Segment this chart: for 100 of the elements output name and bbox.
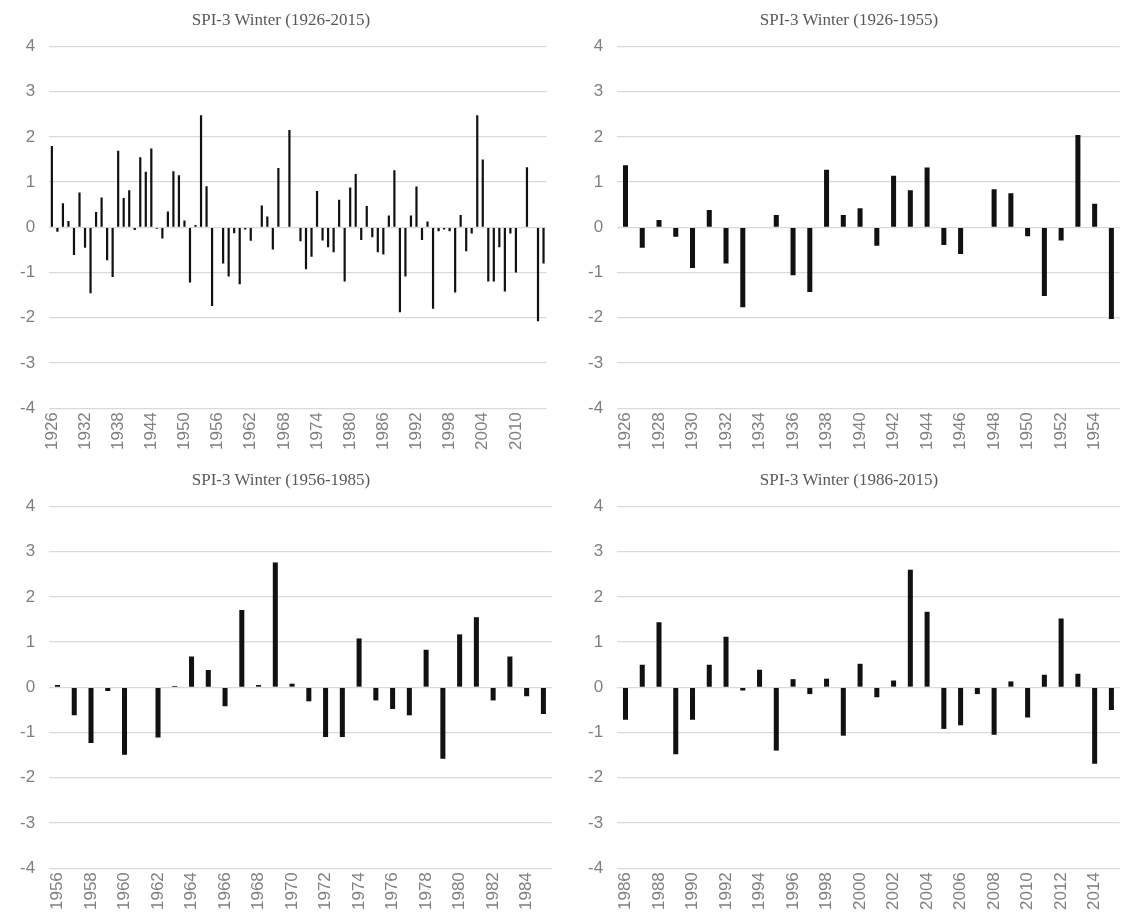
bar [393,170,396,227]
bar [509,227,512,234]
bar [239,609,245,687]
y-tick-label: 4 [593,36,604,56]
chart-title: SPI-3 Winter (1956-1985) [191,469,371,489]
x-tick-label: 2008 [983,872,1003,911]
x-tick-label: 1980 [339,412,359,451]
bar [492,227,495,282]
x-tick-label: 2012 [1050,872,1070,911]
bar [71,687,77,716]
x-tick-label: 1952 [1050,412,1070,451]
x-tick-label: 1986 [373,412,393,451]
x-tick-label: 1984 [516,872,536,911]
x-tick-label: 1994 [749,872,769,911]
bar [542,227,545,264]
bar [706,664,712,687]
y-tick-label: 0 [25,676,36,696]
bar [457,634,463,687]
y-tick-label: 0 [593,216,604,236]
bar [1025,227,1031,237]
x-tick-label: 1966 [214,872,234,911]
bar [365,206,368,227]
bar [690,227,696,268]
y-tick-label: 2 [25,126,36,146]
bar [706,210,712,227]
bar [188,227,192,283]
x-tick-label: 2010 [1017,872,1037,911]
y-tick-label: -2 [587,307,604,327]
bar [941,687,947,729]
bar [339,687,345,738]
bar [310,227,313,257]
y-tick-label: -2 [19,307,36,327]
y-tick-label: -4 [587,857,604,877]
bar [67,220,70,227]
x-tick-label: 1964 [181,872,201,911]
bar [111,227,114,278]
y-tick-label: -2 [587,767,604,787]
bar [1092,687,1098,764]
x-tick-label: 1944 [141,412,160,451]
y-tick-label: 3 [593,81,604,101]
x-tick-label: 1938 [816,412,836,451]
bar [289,683,295,687]
bar [476,115,479,227]
bar [773,687,779,751]
bar [924,167,930,227]
bar [1008,681,1014,687]
bar [891,175,897,227]
x-tick-label: 1980 [449,872,469,911]
bar [757,669,763,687]
x-tick-label: 1950 [1017,412,1037,451]
bar [656,622,662,687]
bar [723,636,729,687]
bar [161,227,164,239]
y-tick-label: -3 [19,352,36,372]
bar [525,167,529,227]
y-tick-label: 1 [593,171,604,191]
y-tick-label: -4 [19,397,36,417]
bar [354,173,357,227]
bar [507,656,513,687]
bar [183,220,186,227]
chart-title: SPI-3 Winter (1986-2015) [759,469,939,489]
bar [723,227,729,264]
bar [122,687,128,755]
x-tick-label: 1968 [248,872,268,911]
bar [639,227,645,248]
bar [874,227,880,246]
bar [690,687,696,720]
bar [1041,227,1047,297]
bar [172,171,175,227]
bar [673,687,679,755]
bar [321,227,324,241]
bar [1025,687,1031,718]
y-tick-label: -2 [19,767,36,787]
chart-title: SPI-3 Winter (1926-2015) [191,9,371,29]
bar [514,227,518,273]
bar [227,227,230,277]
bar [673,227,679,237]
x-tick-label: 2000 [849,872,869,911]
bar [238,227,241,285]
bar [426,221,429,227]
bar [306,687,312,702]
y-tick-label: 4 [25,36,36,56]
y-tick-label: 1 [25,171,36,191]
x-tick-label: 2004 [916,872,936,911]
bar [473,617,479,687]
bar [128,190,131,227]
x-tick-label: 1942 [883,412,903,451]
bar [88,687,94,743]
bar [288,130,291,227]
bar [177,175,181,227]
bar [481,159,484,227]
bar [222,227,225,264]
x-tick-label: 1972 [315,872,335,911]
bar [824,678,830,687]
bar [1041,674,1047,687]
x-tick-label: 2010 [505,412,525,451]
bar [398,227,402,313]
bar [299,227,302,242]
bar [790,679,796,687]
y-tick-label: 3 [593,541,604,561]
